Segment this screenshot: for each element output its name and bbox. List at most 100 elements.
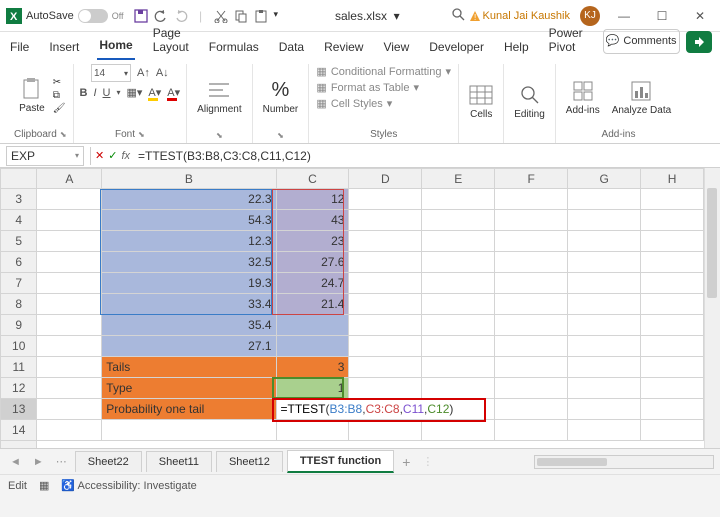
cell[interactable] (37, 252, 102, 273)
sheet-next-icon[interactable]: ► (29, 456, 48, 468)
tab-view[interactable]: View (381, 36, 411, 60)
cancel-icon[interactable]: ✕ (95, 149, 104, 162)
redo-icon[interactable] (174, 9, 188, 23)
conditional-formatting[interactable]: ▦ Conditional Formatting ▾ (316, 64, 451, 79)
bold-button[interactable]: B (80, 87, 88, 99)
search-icon[interactable] (451, 7, 465, 24)
col-F[interactable]: F (495, 169, 568, 189)
row-header[interactable]: 5 (1, 231, 37, 252)
tab-formulas[interactable]: Formulas (207, 36, 261, 60)
border-icon[interactable]: ▦▾ (127, 86, 143, 99)
col-C[interactable]: C (276, 169, 349, 189)
autosave-toggle[interactable]: AutoSave Off (26, 9, 124, 23)
horizontal-scrollbar[interactable] (534, 455, 714, 469)
editing-button[interactable]: Editing (510, 81, 549, 122)
tab-review[interactable]: Review (322, 36, 365, 60)
save-icon[interactable] (134, 9, 148, 23)
cell[interactable] (37, 336, 102, 357)
row-header[interactable]: 8 (1, 294, 37, 315)
tab-developer[interactable]: Developer (427, 36, 486, 60)
cell[interactable]: 33.4 (102, 294, 276, 315)
worksheet-grid[interactable]: A B C D E F G H 3 22.3 12 4 54.3 43 5 12… (0, 168, 720, 448)
tab-insert[interactable]: Insert (47, 36, 81, 60)
cell[interactable]: 43 (276, 210, 349, 231)
col-D[interactable]: D (349, 169, 422, 189)
cell[interactable]: 54.3 (102, 210, 276, 231)
col-H[interactable]: H (641, 169, 704, 189)
row-header[interactable]: 6 (1, 252, 37, 273)
tab-help[interactable]: Help (502, 36, 531, 60)
row-header[interactable]: 4 (1, 210, 37, 231)
cell[interactable]: 12 (276, 189, 349, 210)
vertical-scrollbar[interactable] (704, 168, 720, 448)
alignment-button[interactable]: Alignment (193, 76, 245, 117)
accessibility[interactable]: ♿ Accessibility: Investigate (61, 479, 196, 492)
copy-icon[interactable] (234, 9, 248, 23)
sheet-tab-active[interactable]: TTEST function (287, 450, 394, 473)
sheet-more-icon[interactable]: ⋯ (52, 455, 71, 468)
increase-font-icon[interactable]: A↑ (137, 67, 150, 79)
sheet-tab[interactable]: Sheet12 (216, 451, 283, 472)
font-color-icon[interactable]: A▾ (167, 86, 180, 99)
cells-button[interactable]: Cells (465, 81, 497, 122)
font-size-box[interactable]: 14▾ (91, 64, 131, 82)
cut-icon[interactable]: ✂ (53, 77, 66, 88)
cut-icon[interactable] (214, 9, 228, 23)
name-box[interactable]: EXP▾ (6, 146, 84, 166)
cell[interactable] (37, 315, 102, 336)
cell[interactable]: 23 (276, 231, 349, 252)
toggle-icon[interactable] (78, 9, 108, 23)
share-button[interactable] (686, 31, 712, 53)
analyze-button[interactable]: Analyze Data (608, 77, 675, 118)
cell[interactable]: 24.7 (276, 273, 349, 294)
cell[interactable]: 22.3 (102, 189, 276, 210)
cell[interactable]: 32.5 (102, 252, 276, 273)
paste-icon[interactable] (254, 9, 268, 23)
cell[interactable] (37, 189, 102, 210)
cell[interactable] (276, 315, 349, 336)
fx-icon[interactable]: fx (121, 150, 130, 162)
cell[interactable] (276, 336, 349, 357)
format-as-table[interactable]: ▦ Format as Table ▾ (316, 80, 419, 95)
addins-button[interactable]: Add-ins (562, 77, 604, 118)
row-header[interactable]: 9 (1, 315, 37, 336)
tab-file[interactable]: File (8, 36, 31, 60)
tab-data[interactable]: Data (277, 36, 306, 60)
number-button[interactable]: %Number (259, 76, 303, 117)
cell[interactable] (37, 210, 102, 231)
cell[interactable]: 27.1 (102, 336, 276, 357)
cell[interactable]: 19.3 (102, 273, 276, 294)
cell[interactable]: 27.6 (276, 252, 349, 273)
formula-input[interactable]: =TTEST(B3:B8,C3:C8,C11,C12) (130, 149, 720, 163)
user-warning[interactable]: ! Kunal Jai Kaushik (469, 10, 570, 22)
col-G[interactable]: G (568, 169, 641, 189)
cell[interactable] (37, 231, 102, 252)
cell[interactable]: 35.4 (102, 315, 276, 336)
comments-button[interactable]: 💬 Comments (603, 29, 680, 54)
underline-button[interactable]: U (103, 87, 111, 99)
italic-button[interactable]: I (93, 87, 96, 99)
dropdown-icon[interactable]: ▾ (274, 9, 279, 23)
fill-color-icon[interactable]: A▾ (148, 86, 161, 99)
col-A[interactable]: A (37, 169, 102, 189)
decrease-font-icon[interactable]: A↓ (156, 67, 169, 79)
tab-home[interactable]: Home (97, 34, 134, 60)
row-header[interactable]: 7 (1, 273, 37, 294)
enter-icon[interactable]: ✓ (108, 149, 117, 162)
cell[interactable] (37, 294, 102, 315)
tab-page-layout[interactable]: Page Layout (151, 22, 191, 60)
col-E[interactable]: E (422, 169, 495, 189)
row-header[interactable]: 3 (1, 189, 37, 210)
cell[interactable] (37, 273, 102, 294)
copy-icon[interactable]: ⧉ (53, 90, 66, 101)
cell[interactable]: 12.3 (102, 231, 276, 252)
undo-icon[interactable] (154, 9, 168, 23)
row-header[interactable]: 10 (1, 336, 37, 357)
tab-power-pivot[interactable]: Power Pivot (547, 22, 585, 60)
sheet-prev-icon[interactable]: ◄ (6, 456, 25, 468)
add-sheet-icon[interactable]: + (398, 454, 414, 470)
paste-button[interactable]: Paste (15, 75, 49, 116)
cell[interactable]: 21.4 (276, 294, 349, 315)
format-painter-icon[interactable]: 🖌 (53, 103, 66, 114)
sheet-tab[interactable]: Sheet11 (146, 451, 212, 472)
